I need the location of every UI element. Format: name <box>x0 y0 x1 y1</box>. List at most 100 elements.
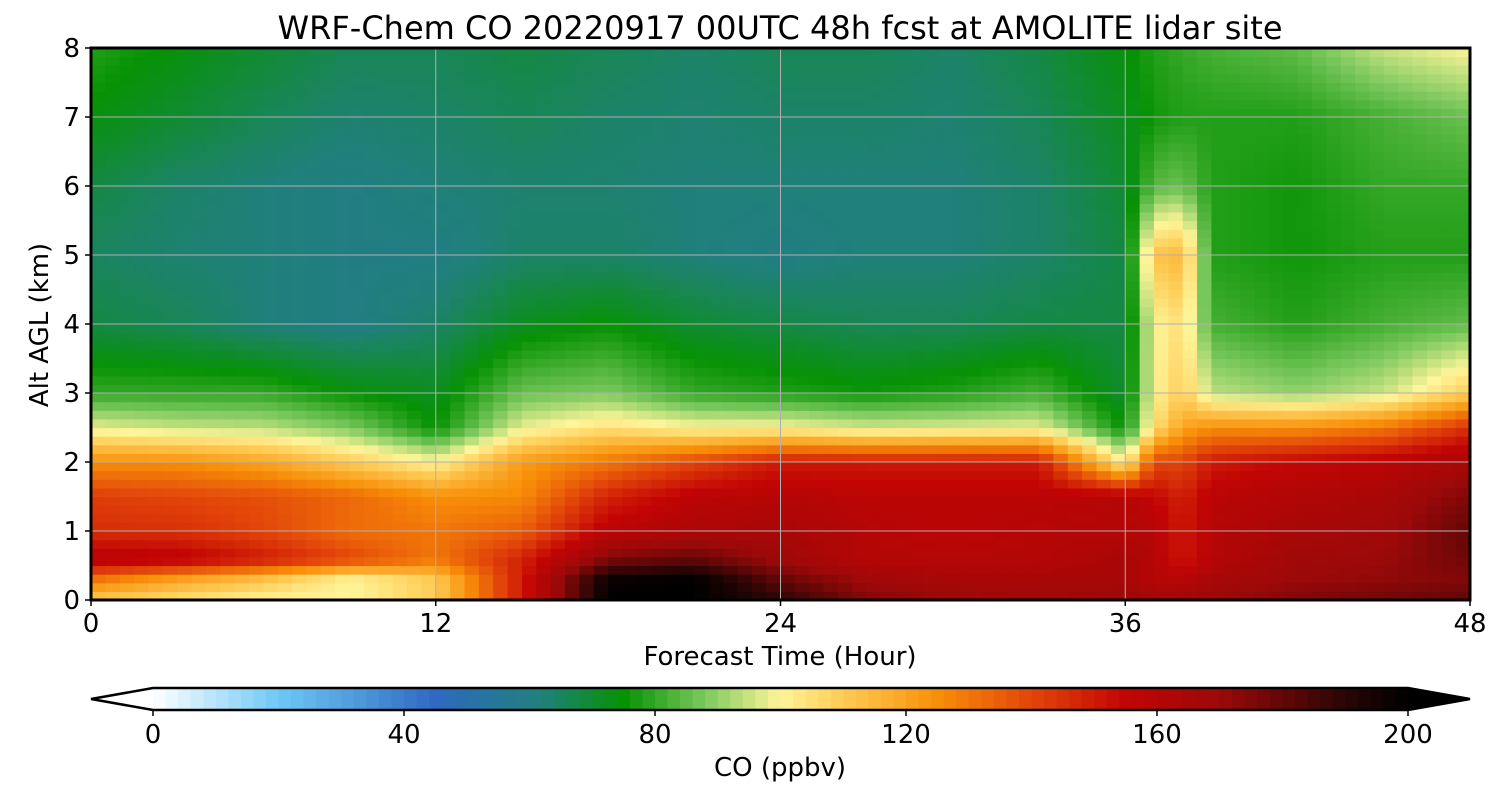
heatmap-cell <box>723 539 738 549</box>
heatmap-cell <box>723 160 738 170</box>
heatmap-cell <box>1311 341 1327 351</box>
heatmap-cell <box>636 462 652 472</box>
heatmap-cell <box>1326 436 1342 446</box>
heatmap-cell <box>162 470 178 480</box>
heatmap-cell <box>1039 186 1055 196</box>
heatmap-cell <box>895 522 911 532</box>
heatmap-cell <box>1441 186 1457 196</box>
heatmap-cell <box>1412 255 1428 265</box>
heatmap-cell <box>1082 513 1098 523</box>
heatmap-cell <box>378 487 394 498</box>
heatmap-cell <box>335 384 351 394</box>
heatmap-cell <box>335 358 351 368</box>
heatmap-cell <box>794 556 810 567</box>
heatmap-cell <box>766 591 782 601</box>
heatmap-cell <box>249 168 264 178</box>
heatmap-cell <box>1139 470 1155 480</box>
heatmap-cell <box>306 280 322 291</box>
heatmap-cell <box>1426 186 1442 196</box>
heatmap-cell <box>809 479 825 489</box>
heatmap-cell <box>1096 324 1112 334</box>
heatmap-cell <box>967 341 983 351</box>
heatmap-cell <box>1383 186 1399 196</box>
heatmap-cell <box>737 211 753 222</box>
heatmap-cell <box>809 427 825 437</box>
heatmap-cell <box>995 203 1011 213</box>
heatmap-cell <box>766 272 782 282</box>
heatmap-cell <box>277 393 293 403</box>
heatmap-cell <box>205 358 221 368</box>
heatmap-cell <box>306 211 322 222</box>
heatmap-cell <box>1211 160 1227 170</box>
heatmap-cell <box>536 160 552 170</box>
heatmap-cell <box>1240 462 1256 472</box>
heatmap-cell <box>263 306 279 316</box>
heatmap-cell <box>1096 298 1112 308</box>
heatmap-cell <box>435 531 451 541</box>
heatmap-cell <box>952 556 968 567</box>
heatmap-cell <box>191 444 207 454</box>
heatmap-cell <box>478 410 494 420</box>
heatmap-cell <box>608 263 624 273</box>
heatmap-cell <box>651 332 667 342</box>
heatmap-cell <box>751 237 767 247</box>
heatmap-cell <box>1039 332 1055 342</box>
heatmap-cell <box>234 349 250 360</box>
heatmap-cell <box>1340 151 1356 161</box>
heatmap-cell <box>708 582 724 592</box>
heatmap-cell <box>1355 246 1371 256</box>
heatmap-cell <box>723 548 738 558</box>
heatmap-cell <box>205 401 221 411</box>
heatmap-cell <box>162 384 178 394</box>
heatmap-cell <box>708 367 724 377</box>
heatmap-cell <box>378 582 394 592</box>
heatmap-cell <box>1398 341 1414 351</box>
heatmap-cell <box>1426 513 1442 523</box>
heatmap-cell <box>363 168 379 178</box>
heatmap-cell <box>478 211 494 222</box>
heatmap-cell <box>234 591 250 601</box>
heatmap-cell <box>608 462 624 472</box>
heatmap-cell <box>1441 298 1457 308</box>
heatmap-cell <box>105 229 121 239</box>
heatmap-cell <box>837 384 853 394</box>
heatmap-cell <box>1398 453 1414 463</box>
heatmap-cell <box>536 410 552 420</box>
heatmap-cell <box>665 565 681 575</box>
heatmap-cell <box>751 203 767 213</box>
heatmap-cell <box>191 427 207 437</box>
heatmap-cell <box>249 539 264 549</box>
heatmap-cell <box>837 306 853 316</box>
heatmap-cell <box>1311 151 1327 161</box>
heatmap-cell <box>1240 393 1256 403</box>
heatmap-cell <box>1283 349 1299 360</box>
heatmap-cell <box>737 186 753 196</box>
heatmap-cell <box>1110 418 1126 429</box>
heatmap-cell <box>191 358 207 368</box>
heatmap-cell <box>780 341 796 351</box>
heatmap-cell <box>751 582 767 592</box>
heatmap-cell <box>1340 384 1356 394</box>
heatmap-cell <box>335 496 351 506</box>
heatmap-cell <box>292 315 308 325</box>
heatmap-cell <box>478 332 494 342</box>
heatmap-cell <box>1254 168 1270 178</box>
heatmap-cell <box>263 229 279 239</box>
heatmap-cell <box>1412 298 1428 308</box>
heatmap-cell <box>608 418 624 429</box>
heatmap-cell <box>1139 237 1155 247</box>
heatmap-cell <box>119 220 135 230</box>
heatmap-cell <box>565 436 580 446</box>
heatmap-cell <box>1182 324 1198 334</box>
heatmap-cell <box>981 487 997 498</box>
heatmap-cell <box>909 194 925 204</box>
heatmap-cell <box>665 436 681 446</box>
heatmap-cell <box>622 168 638 178</box>
heatmap-cell <box>981 496 997 506</box>
heatmap-cell <box>1082 229 1098 239</box>
heatmap-cell <box>220 375 236 385</box>
heatmap-cell <box>608 470 624 480</box>
heatmap-cell <box>895 203 911 213</box>
heatmap-cell <box>723 168 738 178</box>
heatmap-cell <box>1182 531 1198 541</box>
